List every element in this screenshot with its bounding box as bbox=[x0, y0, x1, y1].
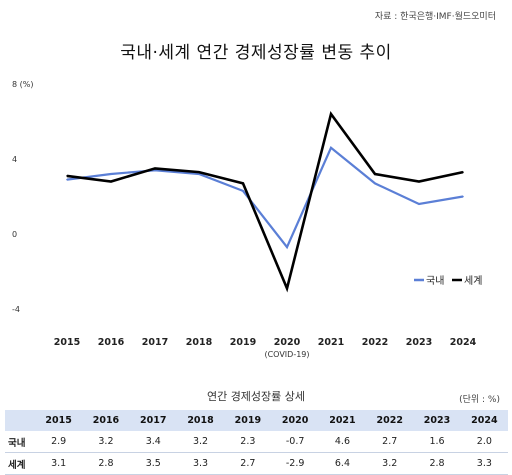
table-cell: 3.5 bbox=[129, 452, 177, 475]
table-cell: 3.2 bbox=[366, 452, 414, 475]
data-point-world bbox=[110, 180, 112, 183]
table-header-cell: 2020 bbox=[271, 410, 319, 431]
y-tick-label: -4 bbox=[12, 305, 20, 314]
table-cell: 3.2 bbox=[176, 431, 225, 453]
table-cell: 4.6 bbox=[318, 431, 367, 453]
table-header-cell: 2017 bbox=[129, 410, 177, 431]
x-tick-label: 2017 bbox=[142, 337, 168, 348]
table-row-domestic: 국내 2.9 3.2 3.4 3.2 2.3 -0.7 4.6 2.7 1.6 … bbox=[5, 431, 508, 453]
data-point-world bbox=[198, 171, 200, 173]
data-point-domestic bbox=[198, 173, 200, 175]
table-cell: 2.8 bbox=[82, 452, 130, 475]
x-tick-note: (COVID-19) bbox=[264, 350, 309, 359]
table-header-cell: 2021 bbox=[318, 410, 367, 431]
table-cell: -0.7 bbox=[271, 431, 319, 453]
source-note: 자료 : 한국은행·IMF·월드오미터 bbox=[374, 12, 496, 22]
table-header-cell: 2016 bbox=[82, 410, 130, 431]
table-title: 연간 경제성장률 상세 bbox=[206, 390, 306, 403]
table-header-cell: 2023 bbox=[413, 410, 461, 431]
x-tick-label: 2021 bbox=[318, 337, 344, 348]
table-cell: 3.2 bbox=[82, 431, 130, 453]
data-point-world bbox=[330, 113, 332, 115]
data-point-domestic bbox=[66, 178, 68, 181]
table-unit: (단위 : %) bbox=[459, 395, 500, 405]
y-tick-label: 0 bbox=[12, 230, 17, 239]
table-cell: 2.9 bbox=[35, 431, 83, 453]
x-tick-label: 2019 bbox=[230, 337, 256, 348]
table-cell: 3.4 bbox=[129, 431, 177, 453]
y-tick-label: 8 (%) bbox=[12, 80, 33, 89]
table-header-cell: 2018 bbox=[176, 410, 225, 431]
legend-label-world: 세계 bbox=[464, 275, 482, 287]
table-cell: 3.1 bbox=[35, 452, 83, 475]
x-tick-label: 2016 bbox=[98, 337, 125, 348]
table-cell: -2.9 bbox=[271, 452, 319, 475]
data-point-world bbox=[66, 175, 68, 177]
legend-label-domestic: 국내 bbox=[426, 275, 444, 287]
data-point-world bbox=[242, 182, 244, 185]
table-cell: 6.4 bbox=[318, 452, 367, 475]
data-point-domestic bbox=[110, 173, 112, 175]
table-header-cell: 2022 bbox=[366, 410, 414, 431]
data-point-domestic bbox=[418, 203, 420, 205]
data-point-domestic bbox=[462, 195, 464, 198]
data-point-world bbox=[154, 167, 156, 170]
x-tick-label: 2024 bbox=[450, 337, 477, 348]
x-tick-label: 2020 bbox=[274, 337, 301, 348]
data-point-world bbox=[418, 180, 420, 183]
line-chart: 8 (%) 4 0 -4 2015 2016 2017 2018 2019 2020 (COVID-… bbox=[12, 80, 482, 359]
data-point-domestic bbox=[374, 182, 376, 185]
table-row-world: 세계 3.1 2.8 3.5 3.3 2.7 -2.9 6.4 3.2 2.8 … bbox=[5, 452, 508, 475]
growth-table: 2015 2016 2017 2018 2019 2020 2021 2022 … bbox=[5, 410, 508, 475]
data-point-world bbox=[374, 173, 376, 175]
table-cell: 2.0 bbox=[460, 431, 508, 453]
table-cell: 2.7 bbox=[224, 452, 272, 475]
data-point-world bbox=[462, 171, 464, 173]
data-point-domestic bbox=[242, 190, 244, 192]
table-cell: 3.3 bbox=[460, 452, 508, 475]
table-header-cell: 2024 bbox=[460, 410, 508, 431]
series-line-world bbox=[66, 111, 464, 293]
table-cell: 1.6 bbox=[413, 431, 461, 453]
y-tick-label: 4 bbox=[12, 155, 17, 164]
x-tick-label: 2023 bbox=[406, 337, 432, 348]
row-label: 세계 bbox=[5, 452, 35, 475]
table-header-row: 2015 2016 2017 2018 2019 2020 2021 2022 … bbox=[5, 410, 508, 431]
x-tick-label: 2015 bbox=[54, 337, 80, 348]
data-point-world bbox=[286, 287, 288, 290]
data-point-domestic bbox=[330, 146, 332, 149]
data-point-domestic bbox=[286, 246, 288, 248]
chart-title: 국내·세계 연간 경제성장률 변동 추이 bbox=[120, 43, 392, 63]
x-tick-label: 2018 bbox=[186, 337, 213, 348]
series-line-domestic bbox=[66, 146, 464, 250]
row-label: 국내 bbox=[5, 431, 35, 453]
table-cell: 2.8 bbox=[413, 452, 461, 475]
table-cell: 3.3 bbox=[176, 452, 225, 475]
table-header-cell: 2015 bbox=[35, 410, 83, 431]
table-cell: 2.3 bbox=[224, 431, 272, 453]
table-corner-cell bbox=[5, 410, 35, 431]
table-header-cell: 2019 bbox=[224, 410, 272, 431]
x-tick-label: 2022 bbox=[362, 337, 388, 348]
table-cell: 2.7 bbox=[366, 431, 414, 453]
